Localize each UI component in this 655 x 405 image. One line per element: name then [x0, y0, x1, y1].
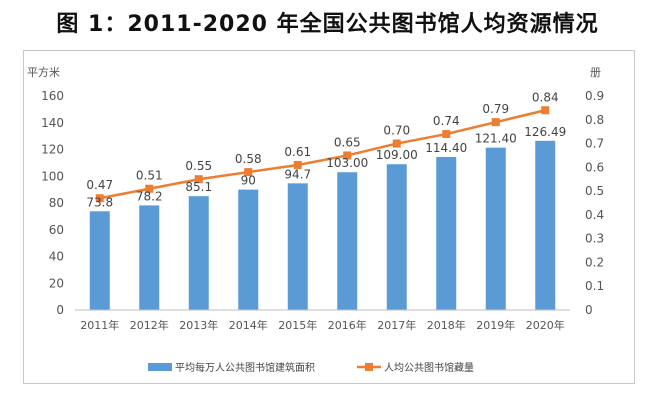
y-left-axis-unit: 平方米: [27, 65, 60, 79]
line-value-label: 0.65: [334, 135, 361, 149]
x-tick-label: 2020年: [526, 318, 565, 332]
y-right-tick-label: 0: [585, 303, 593, 317]
line-point: [244, 168, 253, 177]
bar-value-label: 73.8: [86, 195, 113, 209]
x-tick-labels: 2011年 2012年 2013年 2014年 2015年 2016年 2017年 2018年…: [80, 318, 565, 332]
y-right-tick-label: 0.8: [585, 113, 604, 127]
bar: [337, 172, 358, 310]
legend-swatch-bar: [148, 363, 172, 371]
y-left-tick-label: 60: [49, 223, 64, 237]
y-right-tick-label: 0.7: [585, 137, 604, 151]
legend-label-bar: 平均每万人公共图书馆建筑面积: [175, 361, 315, 374]
data-labels: 73.8 78.2 85.1 90 94.7 103.00 109.00 114.40 121.…: [86, 90, 566, 209]
line-point: [442, 130, 451, 139]
chart-title: 图 1：2011-2020 年全国公共图书馆人均资源情况: [56, 12, 599, 37]
y-left-tick-label: 100: [41, 169, 64, 183]
bar-value-label: 94.7: [284, 167, 311, 181]
x-tick-label: 2019年: [476, 318, 515, 332]
y-right-tick-label: 0.1: [585, 279, 604, 293]
y-right-axis-unit: 册: [590, 66, 601, 79]
y-right-tick-label: 0.2: [585, 255, 604, 269]
line-value-label: 0.58: [235, 152, 262, 166]
bar: [139, 205, 160, 310]
chart-frame: [23, 50, 635, 384]
bar: [485, 147, 506, 310]
line-value-label: 0.61: [284, 145, 311, 159]
x-tick-label: 2014年: [229, 318, 268, 332]
line-point: [194, 175, 203, 184]
y-right-tick-label: 0.5: [585, 184, 604, 198]
line-value-label: 0.51: [136, 169, 163, 183]
bar-value-label: 109.00: [376, 148, 418, 162]
line-series-path: [99, 109, 546, 200]
line-value-label: 0.74: [433, 114, 460, 128]
x-tick-label: 2016年: [328, 318, 367, 332]
line-value-label: 0.47: [86, 178, 113, 192]
x-tick-label: 2017年: [377, 318, 416, 332]
y-left-tick-label: 0: [56, 303, 64, 317]
y-right-tick-labels: 0 0.1 0.2 0.3 0.4 0.5 0.6 0.7 0.8 0.9: [585, 89, 604, 317]
x-tick-label: 2012年: [130, 318, 169, 332]
line-point: [145, 184, 154, 193]
bar: [436, 156, 457, 310]
legend-label-line: 人均公共图书馆藏量: [384, 361, 474, 374]
y-left-tick-label: 20: [49, 276, 64, 290]
y-left-tick-label: 120: [41, 143, 64, 157]
bar-value-label: 121.40: [475, 132, 517, 146]
bar: [89, 211, 110, 310]
x-tick-label: 2015年: [278, 318, 317, 332]
legend-swatch-marker: [365, 363, 373, 371]
bar: [386, 164, 407, 310]
y-left-tick-label: 80: [49, 196, 64, 210]
line-point: [541, 106, 550, 115]
bar-value-label: 126.49: [524, 125, 566, 139]
bar-value-label: 85.1: [185, 180, 212, 194]
line-value-label: 0.70: [383, 124, 410, 138]
x-tick-label: 2018年: [427, 318, 466, 332]
y-left-tick-label: 160: [41, 89, 64, 103]
line-point: [343, 151, 352, 160]
y-right-tick-label: 0.9: [585, 89, 604, 103]
bar-value-label: 78.2: [136, 189, 163, 203]
line-value-label: 0.84: [532, 90, 559, 104]
bar-series: [89, 140, 556, 310]
y-right-tick-label: 0.3: [585, 232, 604, 246]
legend: 平均每万人公共图书馆建筑面积 人均公共图书馆藏量: [148, 361, 474, 374]
bar: [535, 140, 556, 310]
bar-value-label: 90: [241, 174, 256, 188]
bar: [287, 183, 308, 310]
line-point: [392, 139, 401, 148]
bar: [188, 196, 209, 310]
bar-value-label: 103.00: [326, 156, 368, 170]
y-left-tick-label: 40: [49, 250, 64, 264]
line-point: [95, 194, 104, 203]
x-tick-label: 2013年: [179, 318, 218, 332]
bar: [238, 189, 259, 310]
line-point: [293, 160, 302, 169]
y-right-tick-label: 0.6: [585, 160, 604, 174]
x-tick-label: 2011年: [80, 318, 119, 332]
line-series: [95, 106, 550, 203]
line-point: [491, 118, 500, 127]
line-value-label: 0.55: [185, 159, 212, 173]
y-right-tick-label: 0.4: [585, 208, 604, 222]
y-left-tick-labels: 0 20 40 60 80 100 120 140 160: [41, 89, 64, 317]
bar-value-label: 114.40: [425, 141, 467, 155]
line-value-label: 0.79: [482, 102, 509, 116]
y-left-tick-label: 140: [41, 116, 64, 130]
